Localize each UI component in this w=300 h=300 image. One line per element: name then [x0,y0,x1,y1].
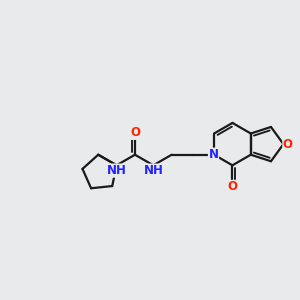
Text: NH: NH [107,164,127,177]
Text: O: O [227,180,237,194]
Text: O: O [130,126,140,140]
Text: NH: NH [143,164,163,177]
Text: O: O [283,138,293,151]
Text: N: N [208,148,218,161]
